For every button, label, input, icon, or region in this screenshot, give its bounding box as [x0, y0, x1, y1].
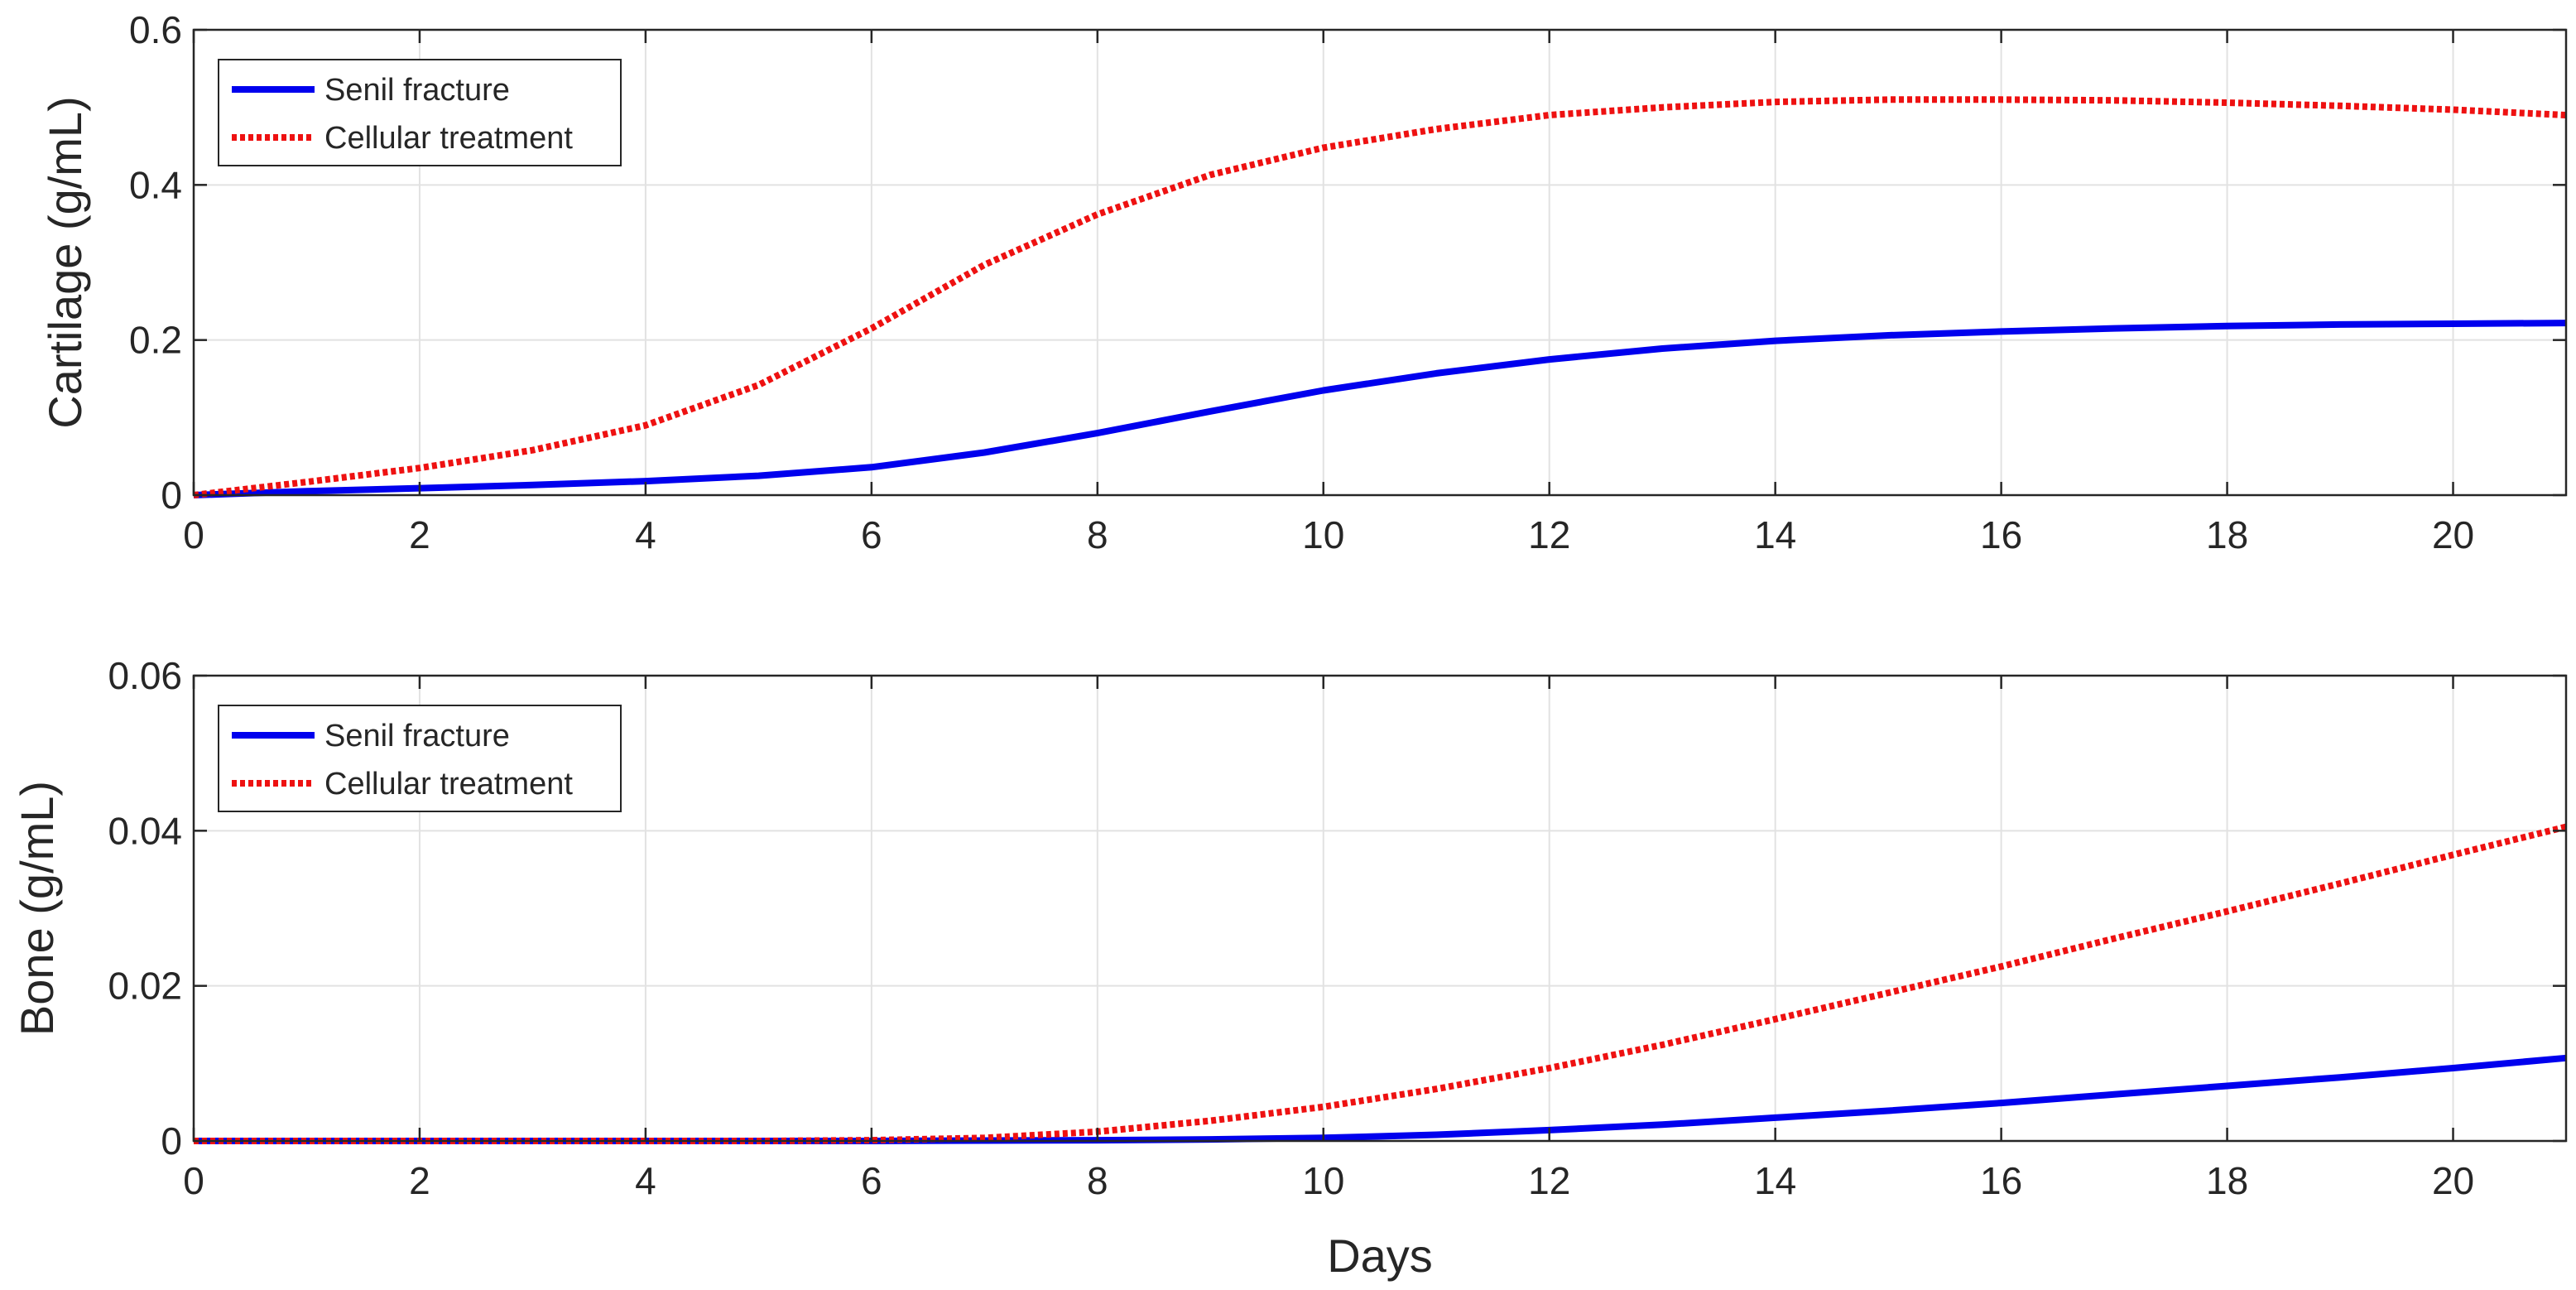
y-tick-label: 0 [161, 474, 182, 517]
y-tick-label: 0.06 [108, 654, 182, 697]
series-line-cellular-treatment [193, 96, 2567, 498]
x-tick-label: 6 [861, 513, 882, 556]
x-tick-label: 18 [2206, 1159, 2248, 1202]
x-tick-label: 2 [409, 1159, 430, 1202]
axes-box [192, 28, 2568, 497]
y-axis-label: Cartilage (g/mL) [39, 96, 91, 428]
x-tick-label: 12 [1528, 1159, 1570, 1202]
legend-label-cellular-treatment: Cellular treatment [324, 767, 573, 801]
x-tick-label: 14 [1754, 1159, 1796, 1202]
legend-label-senil-fracture: Senil fracture [324, 719, 510, 753]
x-tick-label: 8 [1087, 1159, 1108, 1202]
legend: Senil fracture Cellular treatment [218, 59, 622, 166]
x-tick-label: 0 [183, 513, 204, 556]
x-tick-label: 10 [1302, 1159, 1344, 1202]
x-tick-label: 18 [2206, 513, 2248, 556]
x-tick-label: 14 [1754, 513, 1796, 556]
cartilage-panel: 0 2 4 6 8 10 12 14 16 18 20 0 0.2 0.4 0.6 Cartilage (g/… [39, 8, 2568, 556]
x-tick-label: 12 [1528, 513, 1570, 556]
bone-panel: 0 2 4 6 8 10 12 14 16 18 20 0 0.02 0.04 0.06 Bone (g/mL… [11, 654, 2568, 1282]
y-tick-label: 0.02 [108, 965, 182, 1008]
axes-box [192, 674, 2568, 1143]
x-tick-label: 16 [1980, 1159, 2022, 1202]
series-line-cellular-treatment [194, 823, 2567, 1144]
y-tick-label: 0.04 [108, 809, 182, 852]
y-tick-label: 0.4 [129, 163, 182, 206]
x-tick-label: 20 [2432, 513, 2474, 556]
x-tick-label: 4 [635, 1159, 656, 1202]
x-tick-label: 16 [1980, 513, 2022, 556]
x-tick-label: 2 [409, 513, 430, 556]
series-line-senil-fracture [193, 320, 2567, 498]
y-tick-label: 0.6 [129, 8, 182, 51]
legend: Senil fracture Cellular treatment [218, 705, 622, 812]
y-axis-label: Bone (g/mL) [11, 781, 63, 1036]
x-tick-label: 0 [183, 1159, 204, 1202]
y-tick-label: 0 [161, 1119, 182, 1162]
x-tick-label: 6 [861, 1159, 882, 1202]
x-tick-label: 8 [1087, 513, 1108, 556]
legend-label-cellular-treatment: Cellular treatment [324, 121, 573, 156]
y-tick-label: 0.2 [129, 319, 182, 362]
legend-box [218, 59, 622, 166]
legend-box [218, 705, 622, 812]
x-tick-label: 4 [635, 513, 656, 556]
x-tick-label: 10 [1302, 513, 1344, 556]
x-tick-label: 20 [2432, 1159, 2474, 1202]
legend-label-senil-fracture: Senil fracture [324, 73, 510, 108]
x-axis-label: Days [1327, 1230, 1433, 1282]
